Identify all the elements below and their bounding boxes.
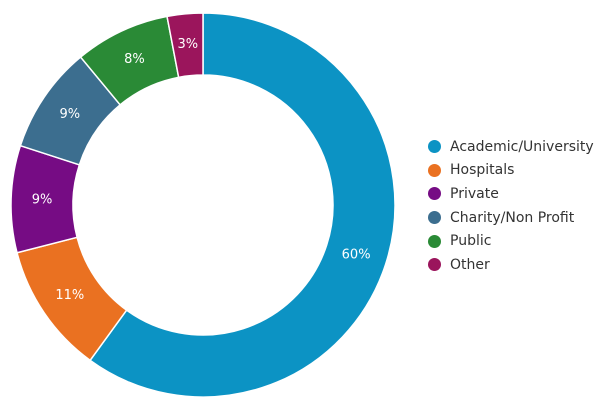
legend-label: Public: [450, 233, 492, 250]
slice-academic-university[interactable]: [89, 12, 396, 397]
legend-marker-icon: [428, 163, 441, 177]
legend-item-other[interactable]: Other: [428, 253, 594, 277]
slice-label-other: 3%: [178, 37, 199, 52]
legend-marker-icon: [428, 187, 441, 201]
donut-slices: [10, 12, 396, 397]
legend-marker-icon: [428, 234, 441, 248]
legend-item-academic-university[interactable]: Academic/University: [428, 135, 594, 159]
legend-marker-icon: [428, 211, 441, 225]
legend-marker-icon: [428, 258, 441, 272]
slice-label-hospitals: 11%: [55, 288, 84, 303]
legend-label: Academic/University: [450, 138, 594, 155]
slice-other[interactable]: [166, 12, 204, 79]
chart-legend: Academic/University Hospitals Private Chari…: [428, 135, 594, 277]
legend-marker-icon: [428, 140, 441, 154]
legend-item-public[interactable]: Public: [428, 229, 594, 253]
slice-label-academic-university: 60%: [342, 247, 371, 262]
legend-label: Hospitals: [450, 162, 515, 179]
legend-label: Private: [450, 185, 499, 202]
donut-slice-labels: 60% 11% 9% 9% 8% 3%: [32, 37, 371, 303]
legend-label: Charity/Non Profit: [450, 209, 575, 226]
slice-label-public: 8%: [124, 52, 145, 67]
slice-label-charity-non-profit: 9%: [60, 107, 81, 122]
legend-item-hospitals[interactable]: Hospitals: [428, 159, 594, 183]
slice-label-private: 9%: [32, 192, 53, 207]
legend-item-private[interactable]: Private: [428, 182, 594, 206]
legend-item-charity-non-profit[interactable]: Charity/Non Profit: [428, 206, 594, 230]
legend-label: Other: [450, 256, 490, 273]
